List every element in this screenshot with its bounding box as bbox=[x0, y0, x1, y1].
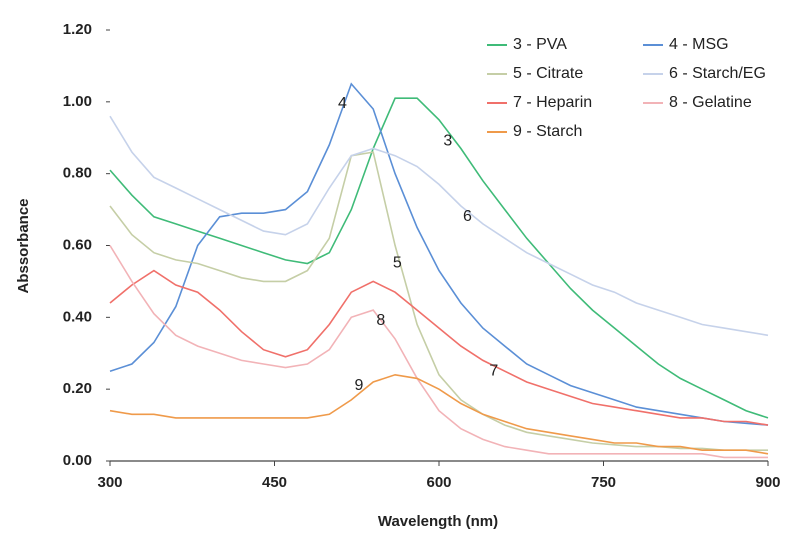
annotation: 3 bbox=[443, 133, 452, 150]
x-tick-label: 900 bbox=[755, 474, 780, 491]
series-line bbox=[109, 245, 768, 459]
series-line bbox=[109, 97, 769, 419]
x-tick-label: 600 bbox=[426, 474, 451, 491]
y-axis-title: Abssorbance bbox=[15, 198, 32, 293]
legend-label: 8 - Gelatine bbox=[669, 94, 752, 111]
y-tick-label: 1.20 bbox=[63, 21, 92, 38]
annotation: 4 bbox=[338, 95, 347, 112]
legend-label: 9 - Starch bbox=[513, 123, 582, 140]
legend-label: 4 - MSG bbox=[669, 36, 729, 53]
legend-label: 3 - PVA bbox=[513, 36, 567, 53]
series-line bbox=[109, 373, 769, 455]
x-tick-label: 300 bbox=[97, 474, 122, 491]
annotation: 6 bbox=[463, 208, 472, 225]
x-tick-label: 750 bbox=[591, 474, 616, 491]
y-tick-label: 0.80 bbox=[63, 165, 92, 182]
y-tick-label: 1.00 bbox=[63, 93, 92, 110]
legend-label: 7 - Heparin bbox=[513, 94, 592, 111]
annotation: 9 bbox=[354, 377, 363, 394]
annotation: 8 bbox=[376, 312, 385, 329]
series-line bbox=[109, 269, 769, 426]
annotation: 5 bbox=[393, 255, 402, 272]
series-line bbox=[109, 115, 769, 337]
annotation: 7 bbox=[489, 362, 498, 379]
legend-label: 6 - Starch/EG bbox=[669, 65, 766, 82]
y-tick-label: 0.00 bbox=[63, 452, 92, 469]
legend-label: 5 - Citrate bbox=[513, 65, 583, 82]
y-tick-label: 0.40 bbox=[63, 308, 92, 325]
y-tick-label: 0.60 bbox=[63, 236, 92, 253]
series-line bbox=[109, 82, 769, 426]
x-axis-title: Wavelength (nm) bbox=[378, 513, 498, 530]
y-tick-label: 0.20 bbox=[63, 380, 92, 397]
x-tick-label: 450 bbox=[262, 474, 287, 491]
